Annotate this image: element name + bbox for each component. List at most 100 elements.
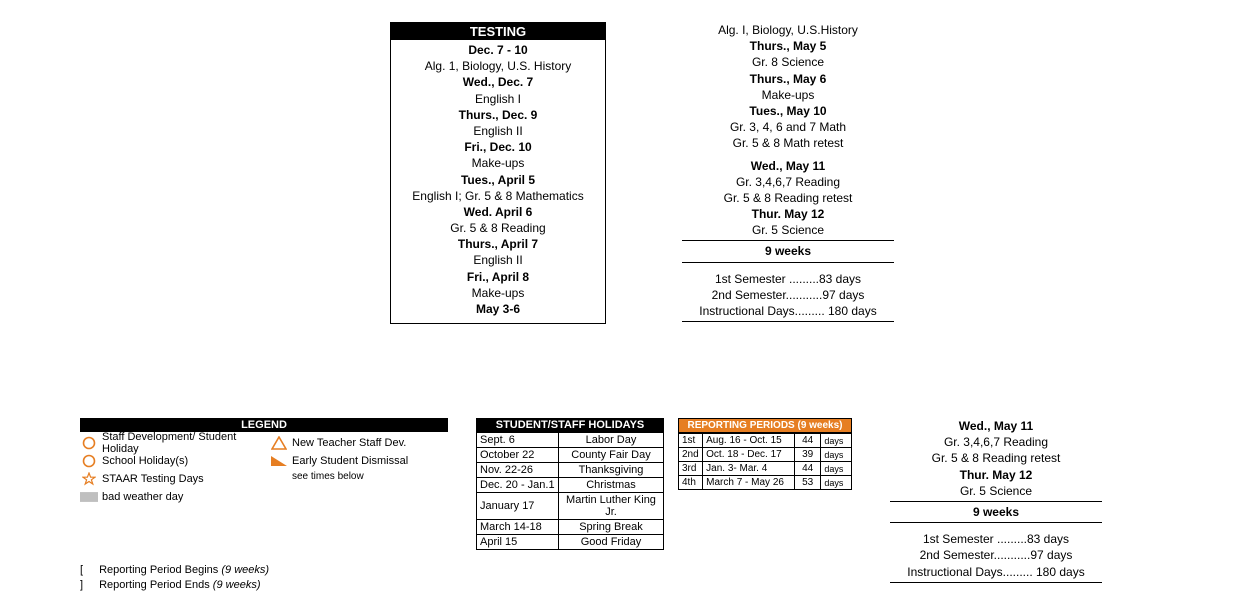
semester-days-2: 1st Semester .........83 days2nd Semeste… xyxy=(890,531,1102,580)
bracket-close: ] xyxy=(80,578,96,593)
circle-icon xyxy=(80,454,98,468)
circle-icon xyxy=(80,436,98,450)
legend-item-label: School Holiday(s) xyxy=(102,455,188,467)
holiday-date: Sept. 6 xyxy=(477,433,559,448)
testing-box: TESTING Dec. 7 - 10Alg. 1, Biology, U.S.… xyxy=(390,22,606,324)
text-line: Thur. May 12 xyxy=(890,467,1102,483)
legend-item: STAAR Testing Days xyxy=(80,471,270,487)
text-line: Make-ups xyxy=(395,285,601,301)
text-line: Thurs., April 7 xyxy=(395,236,601,252)
table-row: October 22County Fair Day xyxy=(477,448,664,463)
holiday-name: Labor Day xyxy=(559,433,664,448)
rp-cell: Aug. 16 - Oct. 15 xyxy=(703,434,795,448)
bracket-close-note: (9 weeks) xyxy=(213,579,261,591)
table-row: Sept. 6Labor Day xyxy=(477,433,664,448)
bracket-open: [ xyxy=(80,563,96,578)
rp-cell: 39 xyxy=(794,448,821,462)
legend-item: bad weather day xyxy=(80,489,270,505)
text-line: Gr. 3, 4, 6 and 7 Math xyxy=(682,119,894,135)
text-line: English I; Gr. 5 & 8 Mathematics xyxy=(395,188,601,204)
text-line: Gr. 3,4,6,7 Reading xyxy=(682,174,894,190)
text-line: Gr. 5 & 8 Math retest xyxy=(682,135,894,151)
rp-cell: days xyxy=(821,476,852,490)
legend-item: Early Student Dismissal xyxy=(270,453,440,469)
semester-line: Instructional Days......... 180 days xyxy=(682,303,894,319)
right-top-column: Alg. I, Biology, U.S.HistoryThurs., May … xyxy=(682,22,894,322)
holiday-date: Nov. 22-26 xyxy=(477,463,559,478)
semester-line: 1st Semester .........83 days xyxy=(682,271,894,287)
rp-cell: 53 xyxy=(794,476,821,490)
bracket-open-label: Reporting Period Begins xyxy=(99,564,221,576)
table-row: 3rdJan. 3- Mar. 444days xyxy=(679,462,852,476)
text-line: Gr. 8 Science xyxy=(682,54,894,70)
rp-cell: 44 xyxy=(794,434,821,448)
text-line: Tues., April 5 xyxy=(395,172,601,188)
text-line: Fri., Dec. 10 xyxy=(395,139,601,155)
text-line: Gr. 5 & 8 Reading retest xyxy=(682,190,894,206)
holiday-date: Dec. 20 - Jan.1 xyxy=(477,478,559,493)
rp-cell: 1st xyxy=(679,434,703,448)
table-row: March 14-18Spring Break xyxy=(477,520,664,535)
brackets-note: [ Reporting Period Begins (9 weeks) ] Re… xyxy=(80,563,269,593)
rp-cell: 2nd xyxy=(679,448,703,462)
text-line: Gr. 3,4,6,7 Reading xyxy=(890,434,1102,450)
rp-cell: days xyxy=(821,462,852,476)
holidays-table: Sept. 6Labor DayOctober 22County Fair Da… xyxy=(476,432,664,550)
holiday-name: Good Friday xyxy=(559,535,664,550)
table-row: January 17Martin Luther King Jr. xyxy=(477,493,664,520)
holiday-name: Spring Break xyxy=(559,520,664,535)
bracket-open-note: (9 weeks) xyxy=(221,564,269,576)
holidays-box: STUDENT/STAFF HOLIDAYS Sept. 6Labor DayO… xyxy=(476,418,664,550)
text-line: Thurs., May 5 xyxy=(682,38,894,54)
rp-cell: 44 xyxy=(794,462,821,476)
text-line: Gr. 5 & 8 Reading retest xyxy=(890,450,1102,466)
text-line: Alg. I, Biology, U.S.History xyxy=(682,22,894,38)
semester-line: 2nd Semester...........97 days xyxy=(890,547,1102,563)
text-line: Thurs., Dec. 9 xyxy=(395,107,601,123)
reporting-periods-box: REPORTING PERIODS (9 weeks) 1stAug. 16 -… xyxy=(678,418,852,490)
text-line: Wed., May 11 xyxy=(890,418,1102,434)
nine-weeks-label: 9 weeks xyxy=(682,241,894,262)
legend-item-label: Early Student Dismissal xyxy=(292,455,408,467)
text-line: Gr. 5 Science xyxy=(890,483,1102,499)
reporting-periods-header: REPORTING PERIODS (9 weeks) xyxy=(678,418,852,433)
text-line: English II xyxy=(395,123,601,139)
holiday-date: April 15 xyxy=(477,535,559,550)
holiday-name: Thanksgiving xyxy=(559,463,664,478)
holidays-header: STUDENT/STAFF HOLIDAYS xyxy=(476,418,664,432)
legend-box: LEGEND Staff Development/ Student Holida… xyxy=(80,418,448,507)
semester-line: Instructional Days......... 180 days xyxy=(890,564,1102,580)
text-line: Thur. May 12 xyxy=(682,206,894,222)
rp-cell: Oct. 18 - Dec. 17 xyxy=(703,448,795,462)
text-line: Gr. 5 Science xyxy=(682,222,894,238)
table-row: 1stAug. 16 - Oct. 1544days xyxy=(679,434,852,448)
square-icon xyxy=(80,490,98,504)
semester-line: 1st Semester .........83 days xyxy=(890,531,1102,547)
text-line: Thurs., May 6 xyxy=(682,71,894,87)
holiday-date: January 17 xyxy=(477,493,559,520)
table-row: 2ndOct. 18 - Dec. 1739days xyxy=(679,448,852,462)
holiday-date: October 22 xyxy=(477,448,559,463)
table-row: April 15Good Friday xyxy=(477,535,664,550)
holiday-name: County Fair Day xyxy=(559,448,664,463)
rp-cell: Jan. 3- Mar. 4 xyxy=(703,462,795,476)
rp-cell: March 7 - May 26 xyxy=(703,476,795,490)
table-row: Nov. 22-26Thanksgiving xyxy=(477,463,664,478)
rp-cell: days xyxy=(821,434,852,448)
semester-days: 1st Semester .........83 days2nd Semeste… xyxy=(682,271,894,320)
text-line: Make-ups xyxy=(395,155,601,171)
text-line: Fri., April 8 xyxy=(395,269,601,285)
rp-cell: 4th xyxy=(679,476,703,490)
semester-line: 2nd Semester...........97 days xyxy=(682,287,894,303)
legend-item: Staff Development/ Student Holiday xyxy=(80,435,270,451)
legend-header: LEGEND xyxy=(80,418,448,432)
text-line: Wed., Dec. 7 xyxy=(395,74,601,90)
right-bottom-column: Wed., May 11Gr. 3,4,6,7 ReadingGr. 5 & 8… xyxy=(890,418,1102,583)
testing-body: Dec. 7 - 10Alg. 1, Biology, U.S. History… xyxy=(391,40,605,323)
text-line: Tues., May 10 xyxy=(682,103,894,119)
text-line: Wed., May 11 xyxy=(682,158,894,174)
star-icon xyxy=(80,472,98,486)
text-line: Wed. April 6 xyxy=(395,204,601,220)
rp-cell: days xyxy=(821,448,852,462)
reporting-periods-table: 1stAug. 16 - Oct. 1544days2ndOct. 18 - D… xyxy=(678,433,852,490)
